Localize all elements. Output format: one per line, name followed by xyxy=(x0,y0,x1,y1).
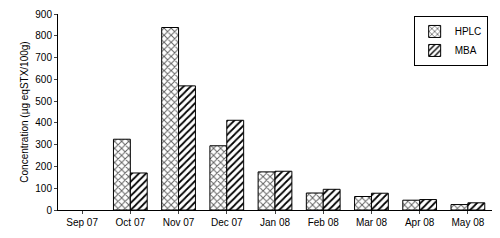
svg-text:0: 0 xyxy=(46,205,52,216)
svg-text:Feb 08: Feb 08 xyxy=(308,217,340,228)
svg-text:700: 700 xyxy=(35,52,52,63)
svg-text:400: 400 xyxy=(35,117,52,128)
svg-text:500: 500 xyxy=(35,96,52,107)
svg-text:Concentration (µg eqSTX/100g): Concentration (µg eqSTX/100g) xyxy=(19,41,30,182)
svg-text:300: 300 xyxy=(35,139,52,150)
svg-text:Dec 07: Dec 07 xyxy=(211,217,243,228)
svg-text:Oct 07: Oct 07 xyxy=(116,217,146,228)
svg-text:Mar 08: Mar 08 xyxy=(356,217,388,228)
svg-text:100: 100 xyxy=(35,183,52,194)
svg-text:200: 200 xyxy=(35,161,52,172)
svg-text:900: 900 xyxy=(35,9,52,20)
svg-text:600: 600 xyxy=(35,74,52,85)
svg-text:800: 800 xyxy=(35,30,52,41)
svg-text:MBA: MBA xyxy=(455,45,477,56)
svg-text:Apr 08: Apr 08 xyxy=(405,217,435,228)
svg-text:May 08: May 08 xyxy=(451,217,484,228)
svg-text:Sep 07: Sep 07 xyxy=(66,217,98,228)
svg-text:Nov 07: Nov 07 xyxy=(163,217,195,228)
svg-text:Jan 08: Jan 08 xyxy=(260,217,290,228)
svg-text:HPLC: HPLC xyxy=(455,26,482,37)
